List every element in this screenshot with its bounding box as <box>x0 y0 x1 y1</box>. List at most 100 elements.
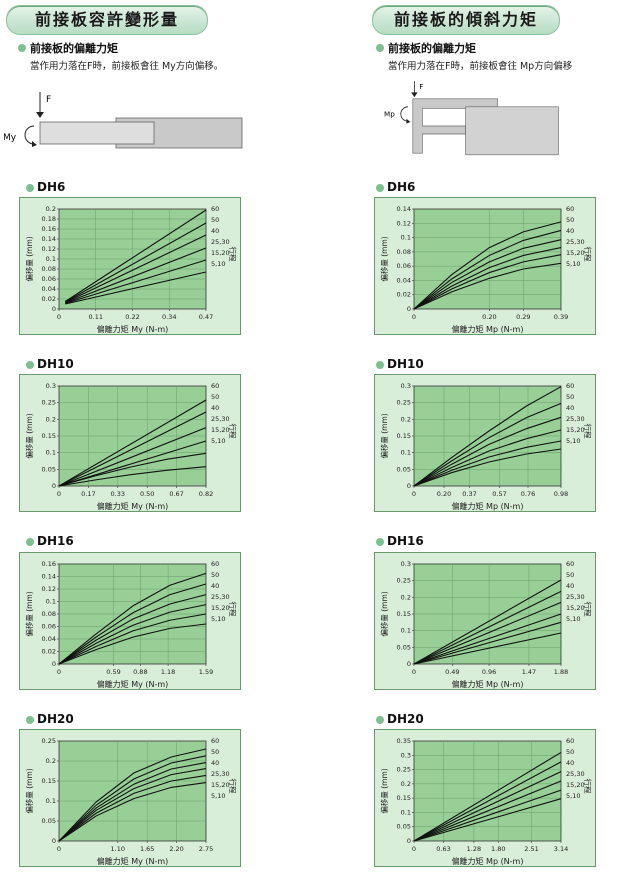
x-tick-label: 0 <box>57 313 61 321</box>
series-label: 25,30 <box>566 770 585 778</box>
series-label: 50 <box>211 216 219 224</box>
series-label: 25,30 <box>566 415 585 423</box>
x-tick-label: 0.63 <box>436 845 450 853</box>
stroke-axis-label: 行程 <box>228 424 238 439</box>
series-line <box>413 771 562 842</box>
series-line <box>413 386 562 487</box>
moment-arrow-icon <box>400 106 409 122</box>
y-tick-label: 0.3 <box>401 751 411 759</box>
x-tick-label: 0.59 <box>106 668 120 676</box>
series-label: 25,30 <box>211 770 230 778</box>
bullet-icon <box>376 361 384 369</box>
stroke-axis-label: 行程 <box>583 424 593 439</box>
series-line <box>58 440 207 487</box>
bullet-icon <box>26 184 34 192</box>
y-tick-label: 0.15 <box>397 794 411 802</box>
series-line <box>58 604 207 665</box>
y-tick-label: 0.05 <box>42 465 56 473</box>
x-tick-label: 0.88 <box>133 668 147 676</box>
x-tick-label: 0.67 <box>169 490 183 498</box>
y-tick-label: 0.04 <box>42 285 56 293</box>
y-tick-label: 0.18 <box>42 215 56 223</box>
series-line <box>413 632 562 665</box>
y-tick-label: 0 <box>52 660 56 668</box>
chart-title: DH20 <box>37 712 74 726</box>
series-line <box>58 466 207 487</box>
series-label: 25,30 <box>566 238 585 246</box>
y-tick-label: 0.25 <box>397 766 411 774</box>
x-tick-label: 1.59 <box>199 668 213 676</box>
bullet-icon <box>26 538 34 546</box>
series-label: 60 <box>211 205 219 213</box>
y-tick-label: 0.15 <box>42 432 56 440</box>
series-line <box>58 755 207 842</box>
series-label: 60 <box>211 560 219 568</box>
x-tick-label: 0.34 <box>162 313 176 321</box>
series-label: 60 <box>566 382 574 390</box>
y-tick-label: 0.06 <box>42 623 56 631</box>
y-tick-label: 0.02 <box>42 648 56 656</box>
series-label: 50 <box>566 748 574 756</box>
x-axis-label: 偏離力矩 My (N-m) <box>97 679 169 689</box>
subheading: 前接板的偏離力矩 <box>30 42 118 55</box>
series-label: 40 <box>566 227 574 235</box>
x-tick-label: 0.22 <box>125 313 139 321</box>
series-line <box>58 427 207 487</box>
chart-title: DH20 <box>387 712 424 726</box>
series-label: 5,10 <box>566 615 580 623</box>
series-line <box>64 222 207 303</box>
series-line <box>65 247 207 304</box>
series-label: 5,10 <box>211 437 225 445</box>
x-tick-label: 0.20 <box>482 313 496 321</box>
x-axis-label: 偏離力矩 My (N-m) <box>97 501 169 511</box>
series-line <box>413 221 562 310</box>
y-tick-label: 0.08 <box>42 265 56 273</box>
y-tick-label: 0 <box>52 305 56 313</box>
series-line <box>58 774 207 842</box>
y-tick-label: 0.12 <box>42 585 56 593</box>
tilt-moment-diagram: F Mp <box>384 81 559 156</box>
bullet-icon <box>376 716 384 724</box>
chart-title: DH10 <box>387 357 424 371</box>
y-tick-label: 0.1 <box>46 449 56 457</box>
y-tick-label: 0.06 <box>42 275 56 283</box>
series-label: 5,10 <box>566 260 580 268</box>
x-tick-label: 1.47 <box>522 668 536 676</box>
series-line <box>58 782 207 842</box>
y-tick-label: 0.2 <box>401 415 411 423</box>
series-line <box>413 579 562 665</box>
stroke-axis-label: 行程 <box>228 779 238 794</box>
y-tick-label: 0 <box>407 660 411 668</box>
series-label: 60 <box>566 737 574 745</box>
series-line <box>413 416 562 487</box>
series-line <box>413 254 562 310</box>
x-tick-label: 0.49 <box>445 668 459 676</box>
y-tick-label: 0.3 <box>401 382 411 390</box>
x-tick-label: 0.50 <box>140 490 154 498</box>
series-line <box>413 440 562 487</box>
series-label: 50 <box>211 571 219 579</box>
y-tick-label: 0.1 <box>401 627 411 635</box>
section-header-text: 前接板的傾斜力矩 <box>393 10 538 29</box>
y-tick-label: 0.14 <box>397 205 411 213</box>
series-line <box>413 262 562 310</box>
y-tick-label: 0 <box>407 482 411 490</box>
force-label: F <box>419 82 423 91</box>
y-tick-label: 0.16 <box>42 560 56 568</box>
x-tick-label: 1.28 <box>467 845 481 853</box>
series-line <box>413 798 562 842</box>
moment-label: My <box>4 133 17 143</box>
series-label: 40 <box>566 404 574 412</box>
series-label: 5,10 <box>566 437 580 445</box>
series-line <box>58 768 207 842</box>
offset-moment-diagram: F My <box>4 92 243 149</box>
series-line <box>413 789 562 842</box>
series-line <box>65 234 207 303</box>
series-line <box>413 448 562 487</box>
y-tick-label: 0.16 <box>42 225 56 233</box>
x-tick-label: 0.96 <box>482 668 496 676</box>
series-label: 40 <box>211 759 219 767</box>
y-axis-label: 偏移量 (mm) <box>379 236 389 281</box>
series-label: 15,20 <box>566 249 585 257</box>
series-label: 15,20 <box>566 781 585 789</box>
